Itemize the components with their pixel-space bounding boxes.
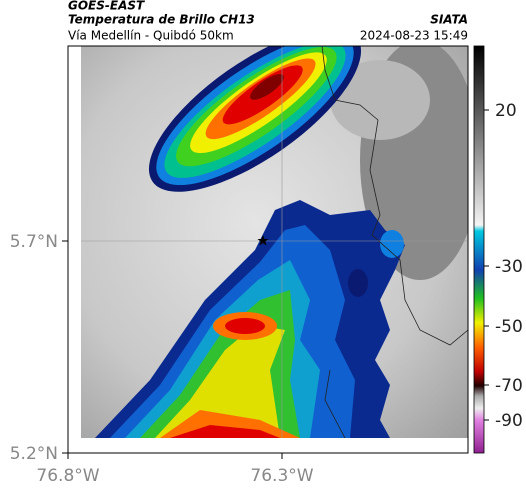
lat-label: 5.2°N bbox=[10, 444, 58, 464]
datetime: 2024-08-23 15:49 bbox=[360, 29, 468, 43]
location: Vía Medellín - Quibdó 50km bbox=[68, 29, 234, 43]
lon-label: 76.3°W bbox=[250, 466, 313, 486]
colorbar-tick: 20 bbox=[495, 101, 517, 121]
city-marker bbox=[257, 235, 269, 246]
colorbar-tick: -70 bbox=[495, 376, 523, 396]
lat-label: 5.7°N bbox=[10, 232, 58, 252]
source: SIATA bbox=[430, 13, 468, 27]
satellite-image bbox=[81, 46, 468, 438]
colorbar-tick: -30 bbox=[495, 257, 523, 277]
lon-label: 76.8°W bbox=[36, 466, 99, 486]
colorbar-tick: -90 bbox=[495, 411, 523, 431]
colorbar bbox=[473, 45, 485, 454]
subtitle: Temperatura de Brillo CH13 bbox=[68, 13, 255, 27]
title: GOES-EAST bbox=[68, 0, 145, 13]
colorbar-tick: -50 bbox=[495, 317, 523, 337]
